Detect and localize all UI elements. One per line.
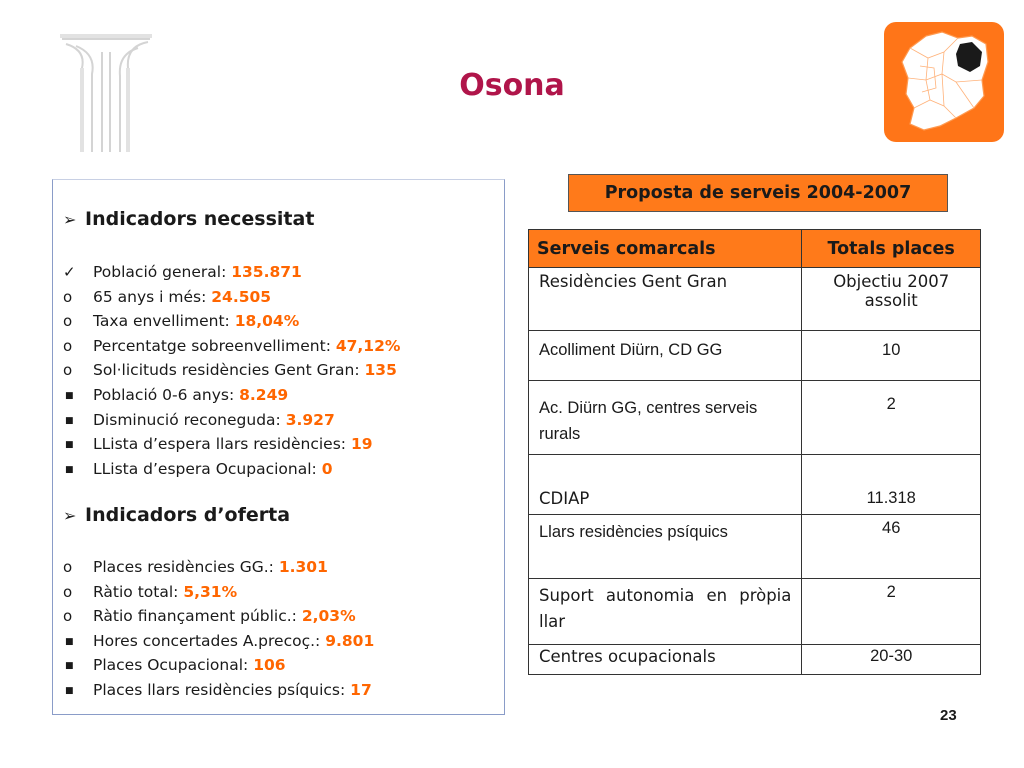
services-table: Serveis comarcals Totals places Residènc…: [527, 229, 981, 675]
list-item: o Sol·licituds residències Gent Gran: 135: [63, 358, 503, 383]
arrow-bullet-icon: ➢: [63, 506, 77, 525]
item-label: Hores concertades A.precoç.:: [93, 631, 326, 650]
service-cell: Suport autonomia en pròpia llar: [527, 578, 803, 645]
service-cell: Residències Gent Gran: [527, 267, 803, 331]
list-item: o Percentatge sobreenvelliment: 47,12%: [63, 334, 503, 359]
arrow-bullet-icon: ➢: [63, 210, 77, 229]
list-item: ✓ Població general: 135.871: [63, 260, 503, 285]
item-value: 8.249: [239, 385, 289, 404]
circle-icon: o: [63, 607, 73, 626]
table-row: Centres ocupacionals 20-30: [527, 644, 981, 675]
item-value: 24.505: [211, 287, 272, 306]
service-cell: Centres ocupacionals: [527, 644, 803, 675]
item-value: 9.801: [325, 631, 375, 650]
table-row: CDIAP 11.318: [527, 454, 981, 515]
service-cell: Llars residències psíquics: [527, 514, 803, 579]
item-label: Taxa envelliment:: [93, 312, 235, 331]
item-label: Places llars residències psíquics:: [93, 680, 351, 699]
service-cell: CDIAP: [527, 454, 803, 515]
item-label: Percentatge sobreenvelliment:: [93, 336, 336, 355]
table-row: Acolliment Diürn, CD GG 10: [527, 330, 981, 381]
list-item: ■ Places Ocupacional: 106: [63, 653, 503, 678]
table-row: Llars residències psíquics 46: [527, 514, 981, 579]
item-label: 65 anys i més:: [93, 287, 212, 306]
list-item: o Ràtio total: 5,31%: [63, 580, 503, 605]
square-icon: ■: [65, 636, 74, 647]
list-item: ■ LLista d’espera llars residències: 19: [63, 432, 503, 457]
item-value: 18,04%: [234, 312, 300, 331]
indicadors-necessitat-list: ✓ Població general: 135.871 o 65 anys i més…: [63, 260, 503, 481]
indicators-panel: ➢ Indicadors necessitat ✓ Població general…: [52, 179, 505, 715]
circle-icon: o: [63, 287, 73, 306]
list-item: o Taxa envelliment: 18,04%: [63, 309, 503, 334]
list-item: o Ràtio finançament públic.: 2,03%: [63, 604, 503, 629]
item-value: 106: [253, 656, 286, 675]
item-value: 135: [364, 361, 397, 380]
circle-icon: o: [63, 336, 73, 355]
item-label: Ràtio total:: [93, 582, 184, 601]
catalonia-map-icon: [884, 22, 1004, 142]
indicadors-oferta-heading: ➢ Indicadors d’oferta: [63, 504, 291, 526]
item-value: 17: [350, 680, 372, 699]
list-item: ■ Població 0-6 anys: 8.249: [63, 383, 503, 408]
square-icon: ■: [65, 661, 74, 672]
list-item: ■ Places llars residències psíquics: 17: [63, 678, 503, 703]
service-cell: Acolliment Diürn, CD GG: [527, 330, 803, 381]
table-row: Residències Gent Gran Objectiu 2007 asso…: [527, 267, 981, 331]
square-icon: ■: [65, 415, 74, 426]
square-icon: ■: [65, 464, 74, 475]
list-item: ■ Hores concertades A.precoç.: 9.801: [63, 629, 503, 654]
item-label: LLista d’espera Ocupacional:: [93, 459, 322, 478]
table-header-places: Totals places: [801, 229, 981, 268]
item-value: 47,12%: [335, 336, 401, 355]
item-label: Disminució reconeguda:: [93, 410, 286, 429]
item-value: 1.301: [278, 558, 328, 576]
item-label: Població general:: [93, 263, 232, 281]
columns-logo: [60, 34, 152, 152]
places-cell: 11.318: [801, 454, 981, 515]
table-row: Suport autonomia en pròpia llar 2: [527, 578, 981, 645]
square-icon: ■: [65, 440, 74, 451]
item-label: Places Ocupacional:: [93, 656, 254, 675]
indicadors-necessitat-heading: ➢ Indicadors necessitat: [63, 208, 315, 230]
square-icon: ■: [65, 685, 74, 696]
list-item: o 65 anys i més: 24.505: [63, 285, 503, 310]
list-item: ■ LLista d’espera Ocupacional: 0: [63, 457, 503, 482]
circle-icon: o: [63, 558, 73, 576]
item-value: 2,03%: [301, 607, 356, 626]
proposta-banner: Proposta de serveis 2004-2007: [568, 174, 948, 212]
circle-icon: o: [63, 361, 73, 380]
page-title: Osona: [459, 68, 565, 103]
indicadors-oferta-list: o Places residències GG.: 1.301 o Ràtio tot…: [63, 555, 503, 703]
places-cell: 2: [801, 380, 981, 455]
item-label: Ràtio finançament públic.:: [93, 607, 302, 626]
circle-icon: o: [63, 582, 73, 601]
item-value: 0: [321, 459, 333, 478]
item-label: Població 0-6 anys:: [93, 385, 240, 404]
square-icon: ■: [65, 390, 74, 401]
circle-icon: o: [63, 312, 73, 331]
places-cell: 20-30: [801, 644, 981, 675]
table-header-row: Serveis comarcals Totals places: [527, 229, 981, 268]
item-value: 135.871: [231, 263, 302, 281]
places-cell: 2: [801, 578, 981, 645]
item-label: Places residències GG.:: [93, 558, 279, 576]
item-value: 5,31%: [183, 582, 238, 601]
list-item: o Places residències GG.: 1.301: [63, 555, 503, 580]
item-value: 19: [350, 435, 373, 454]
service-cell: Ac. Diürn GG, centres serveis rurals: [527, 380, 803, 455]
places-cell: 10: [801, 330, 981, 381]
page-number: 23: [940, 707, 957, 724]
list-item: ■ Disminució reconeguda: 3.927: [63, 408, 503, 433]
table-header-service: Serveis comarcals: [527, 229, 803, 268]
item-label: LLista d’espera llars residències:: [93, 435, 351, 454]
item-label: Sol·licituds residències Gent Gran:: [93, 361, 365, 380]
table-row: Ac. Diürn GG, centres serveis rurals 2: [527, 380, 981, 455]
check-icon: ✓: [63, 263, 76, 281]
places-cell: 46: [801, 514, 981, 579]
item-value: 3.927: [285, 410, 335, 429]
places-cell: Objectiu 2007 assolit: [801, 267, 981, 331]
